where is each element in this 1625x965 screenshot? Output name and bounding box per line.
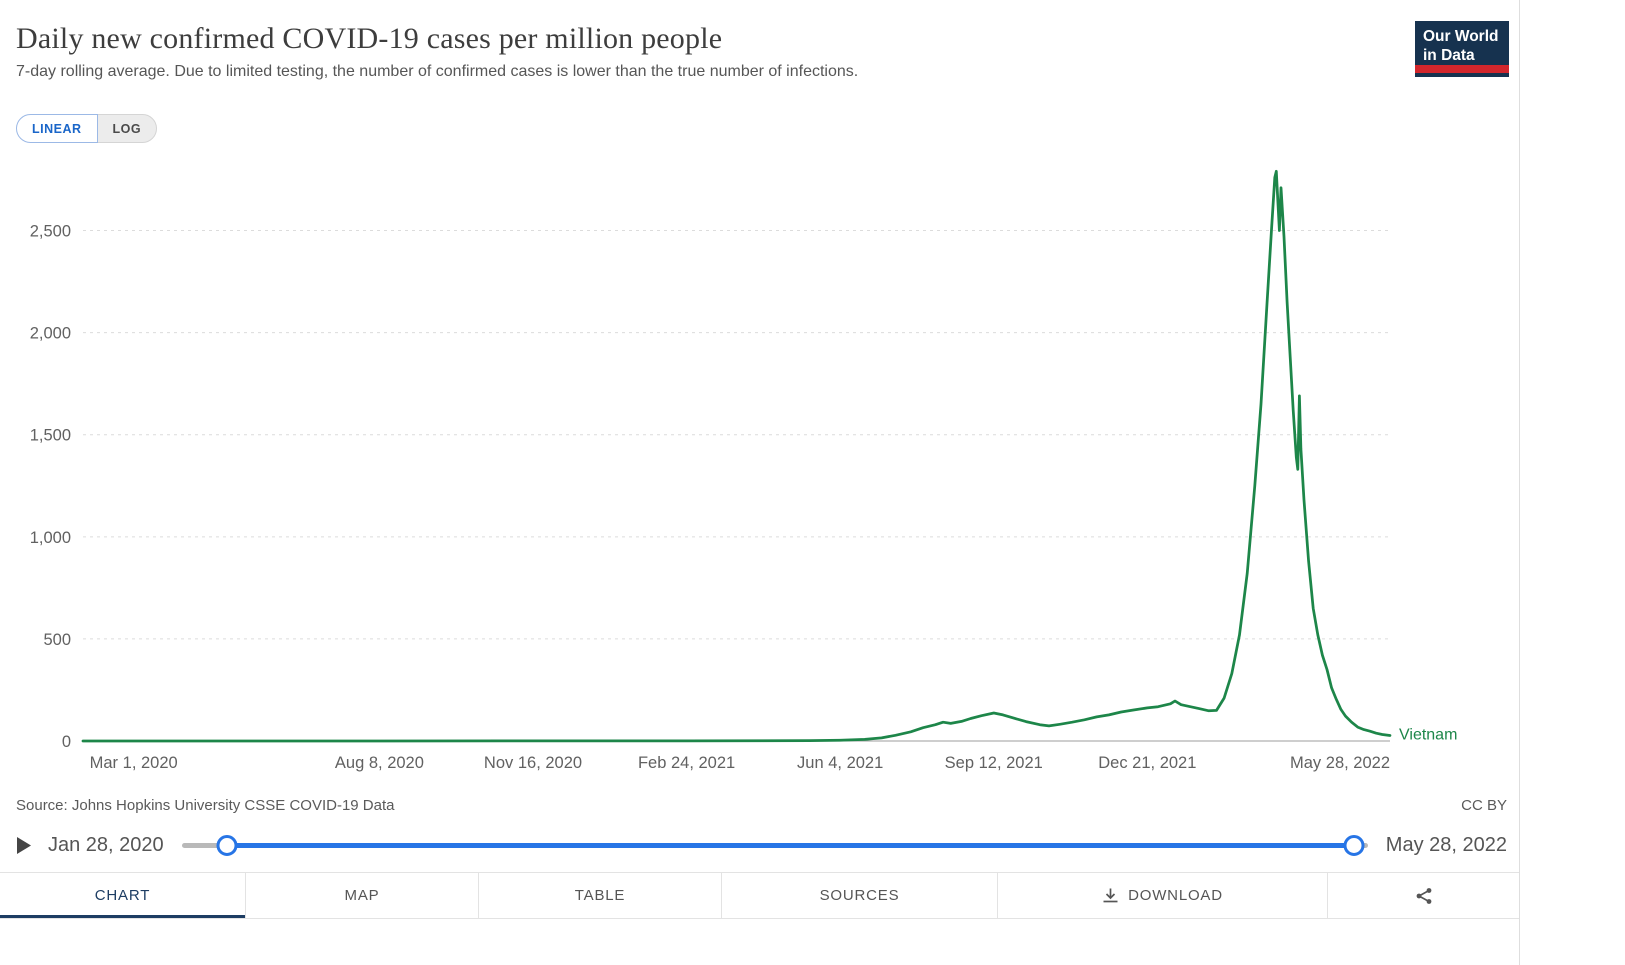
tab-map[interactable]: MAP [245,873,478,918]
y-tick-label: 500 [43,631,71,649]
share-icon [1415,887,1433,905]
play-button[interactable] [16,832,42,858]
y-tick-label: 0 [62,733,71,751]
tab-sources-label: SOURCES [819,887,900,904]
y-tick-label: 1,500 [30,427,71,445]
x-tick-label: May 28, 2022 [1290,754,1390,772]
header: Daily new confirmed COVID-19 cases per m… [16,22,1389,81]
license-link[interactable]: CC BY [1461,797,1507,814]
scale-toggle: LINEAR LOG [16,114,158,143]
series-label-vietnam: Vietnam [1399,726,1457,743]
tab-table-label: TABLE [574,887,626,904]
slider-selected-range [226,843,1354,848]
x-tick-label: Jun 4, 2021 [797,754,883,772]
tab-table[interactable]: TABLE [478,873,721,918]
slider-end-handle[interactable] [1343,835,1365,856]
bottom-tab-bar: CHART MAP TABLE SOURCES DOWNLOAD [0,872,1519,919]
tab-share[interactable] [1327,873,1519,918]
tab-download[interactable]: DOWNLOAD [997,873,1327,918]
tab-chart[interactable]: CHART [0,873,245,918]
x-tick-label: Dec 21, 2021 [1098,754,1196,772]
logo-line1: Our World [1423,28,1499,45]
tab-map-label: MAP [344,887,380,904]
page-subtitle: 7-day rolling average. Due to limited te… [16,63,859,80]
tab-sources[interactable]: SOURCES [721,873,997,918]
source-row: Source: Johns Hopkins University CSSE CO… [16,797,1507,814]
timeline-start-date: Jan 28, 2020 [48,833,164,856]
timeline: Jan 28, 2020 May 28, 2022 [16,826,1507,864]
download-icon [1102,887,1119,904]
owid-chart-page: Daily new confirmed COVID-19 cases per m… [0,0,1520,965]
x-tick-label: Sep 12, 2021 [945,754,1043,772]
timeline-end-date: May 28, 2022 [1385,833,1507,856]
source-text: Source: Johns Hopkins University CSSE CO… [16,797,395,814]
logo-line2: in Data [1423,47,1475,64]
play-icon [16,836,32,855]
chart-canvas[interactable]: 0 500 1,000 1,500 2,000 2,500 Mar 1, 2020 Aug 8… [0,138,1520,798]
series-line-vietnam [81,169,1392,743]
y-tick-label: 1,000 [30,529,71,547]
y-tick-label: 2,500 [30,223,71,241]
linear-toggle-button[interactable]: LINEAR [16,114,98,143]
owid-logo[interactable]: Our World in Data [1415,21,1509,77]
tab-chart-label: CHART [94,887,151,904]
timeline-slider[interactable] [181,833,1368,857]
x-tick-label: Nov 16, 2020 [484,754,582,772]
slider-start-handle[interactable] [216,835,238,856]
logo-red-bar [1415,65,1509,73]
tab-download-label: DOWNLOAD [1128,887,1223,904]
y-tick-label: 2,000 [30,325,71,343]
x-tick-label: Mar 1, 2020 [90,754,178,772]
page-title: Daily new confirmed COVID-19 cases per m… [16,22,723,55]
x-tick-label: Feb 24, 2021 [638,754,735,772]
x-tick-label: Aug 8, 2020 [335,754,424,772]
